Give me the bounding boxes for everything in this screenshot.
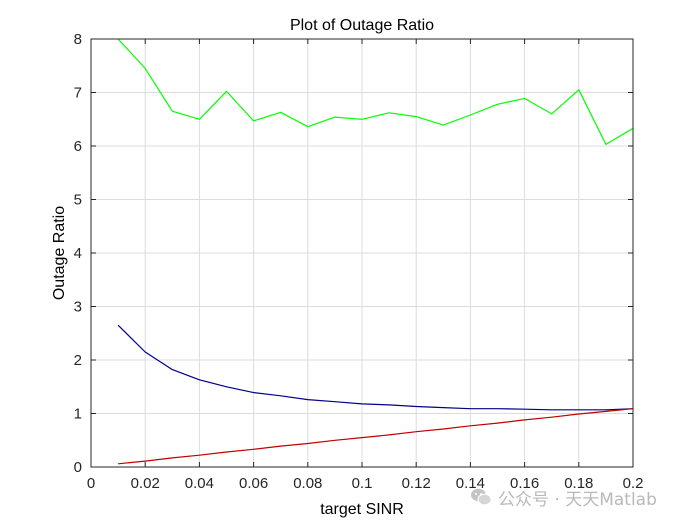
- x-axis-label: target SINR: [320, 501, 404, 518]
- watermark-text: 公众号 · 天天Matlab: [498, 489, 657, 510]
- y-tick-label: 3: [74, 299, 82, 316]
- y-tick-label: 8: [74, 31, 82, 48]
- series-layer: [117, 38, 634, 465]
- x-tick-label: 0.18: [564, 475, 593, 492]
- series-line-2: [117, 324, 634, 411]
- y-tick-label: 2: [74, 352, 82, 369]
- x-tick-label: 0.02: [131, 475, 160, 492]
- series-line-1: [117, 38, 634, 145]
- x-tick-label: 0.16: [510, 475, 539, 492]
- wechat-icon: [471, 488, 492, 506]
- y-tick-label: 4: [74, 245, 82, 262]
- series-line-3: [118, 408, 634, 465]
- x-tick-label: 0.1: [352, 475, 373, 492]
- watermark: 公众号 · 天天Matlab: [470, 484, 690, 510]
- y-tick-label: 0: [74, 459, 82, 476]
- x-tick-label: 0.12: [402, 475, 431, 492]
- x-tick-label: 0.08: [293, 475, 322, 492]
- x-tick-label: 0.14: [456, 475, 485, 492]
- y-tick-label: 5: [74, 192, 82, 209]
- x-tick-label: 0.04: [185, 475, 214, 492]
- x-tick-label: 0.2: [623, 475, 644, 492]
- chart-title: Plot of Outage Ratio: [290, 17, 434, 34]
- y-tick-label: 6: [74, 138, 82, 155]
- x-tick-label: 0: [87, 475, 95, 492]
- ticks: 0 0.02 0.04 0.06 0.08 0.1 0.12 0.14 0.16 0.18 0.2 0…: [74, 31, 644, 492]
- y-tick-label: 7: [74, 85, 82, 102]
- x-tick-label: 0.06: [239, 475, 268, 492]
- y-axis-label: Outage Ratio: [51, 206, 68, 300]
- y-tick-label: 1: [74, 406, 82, 423]
